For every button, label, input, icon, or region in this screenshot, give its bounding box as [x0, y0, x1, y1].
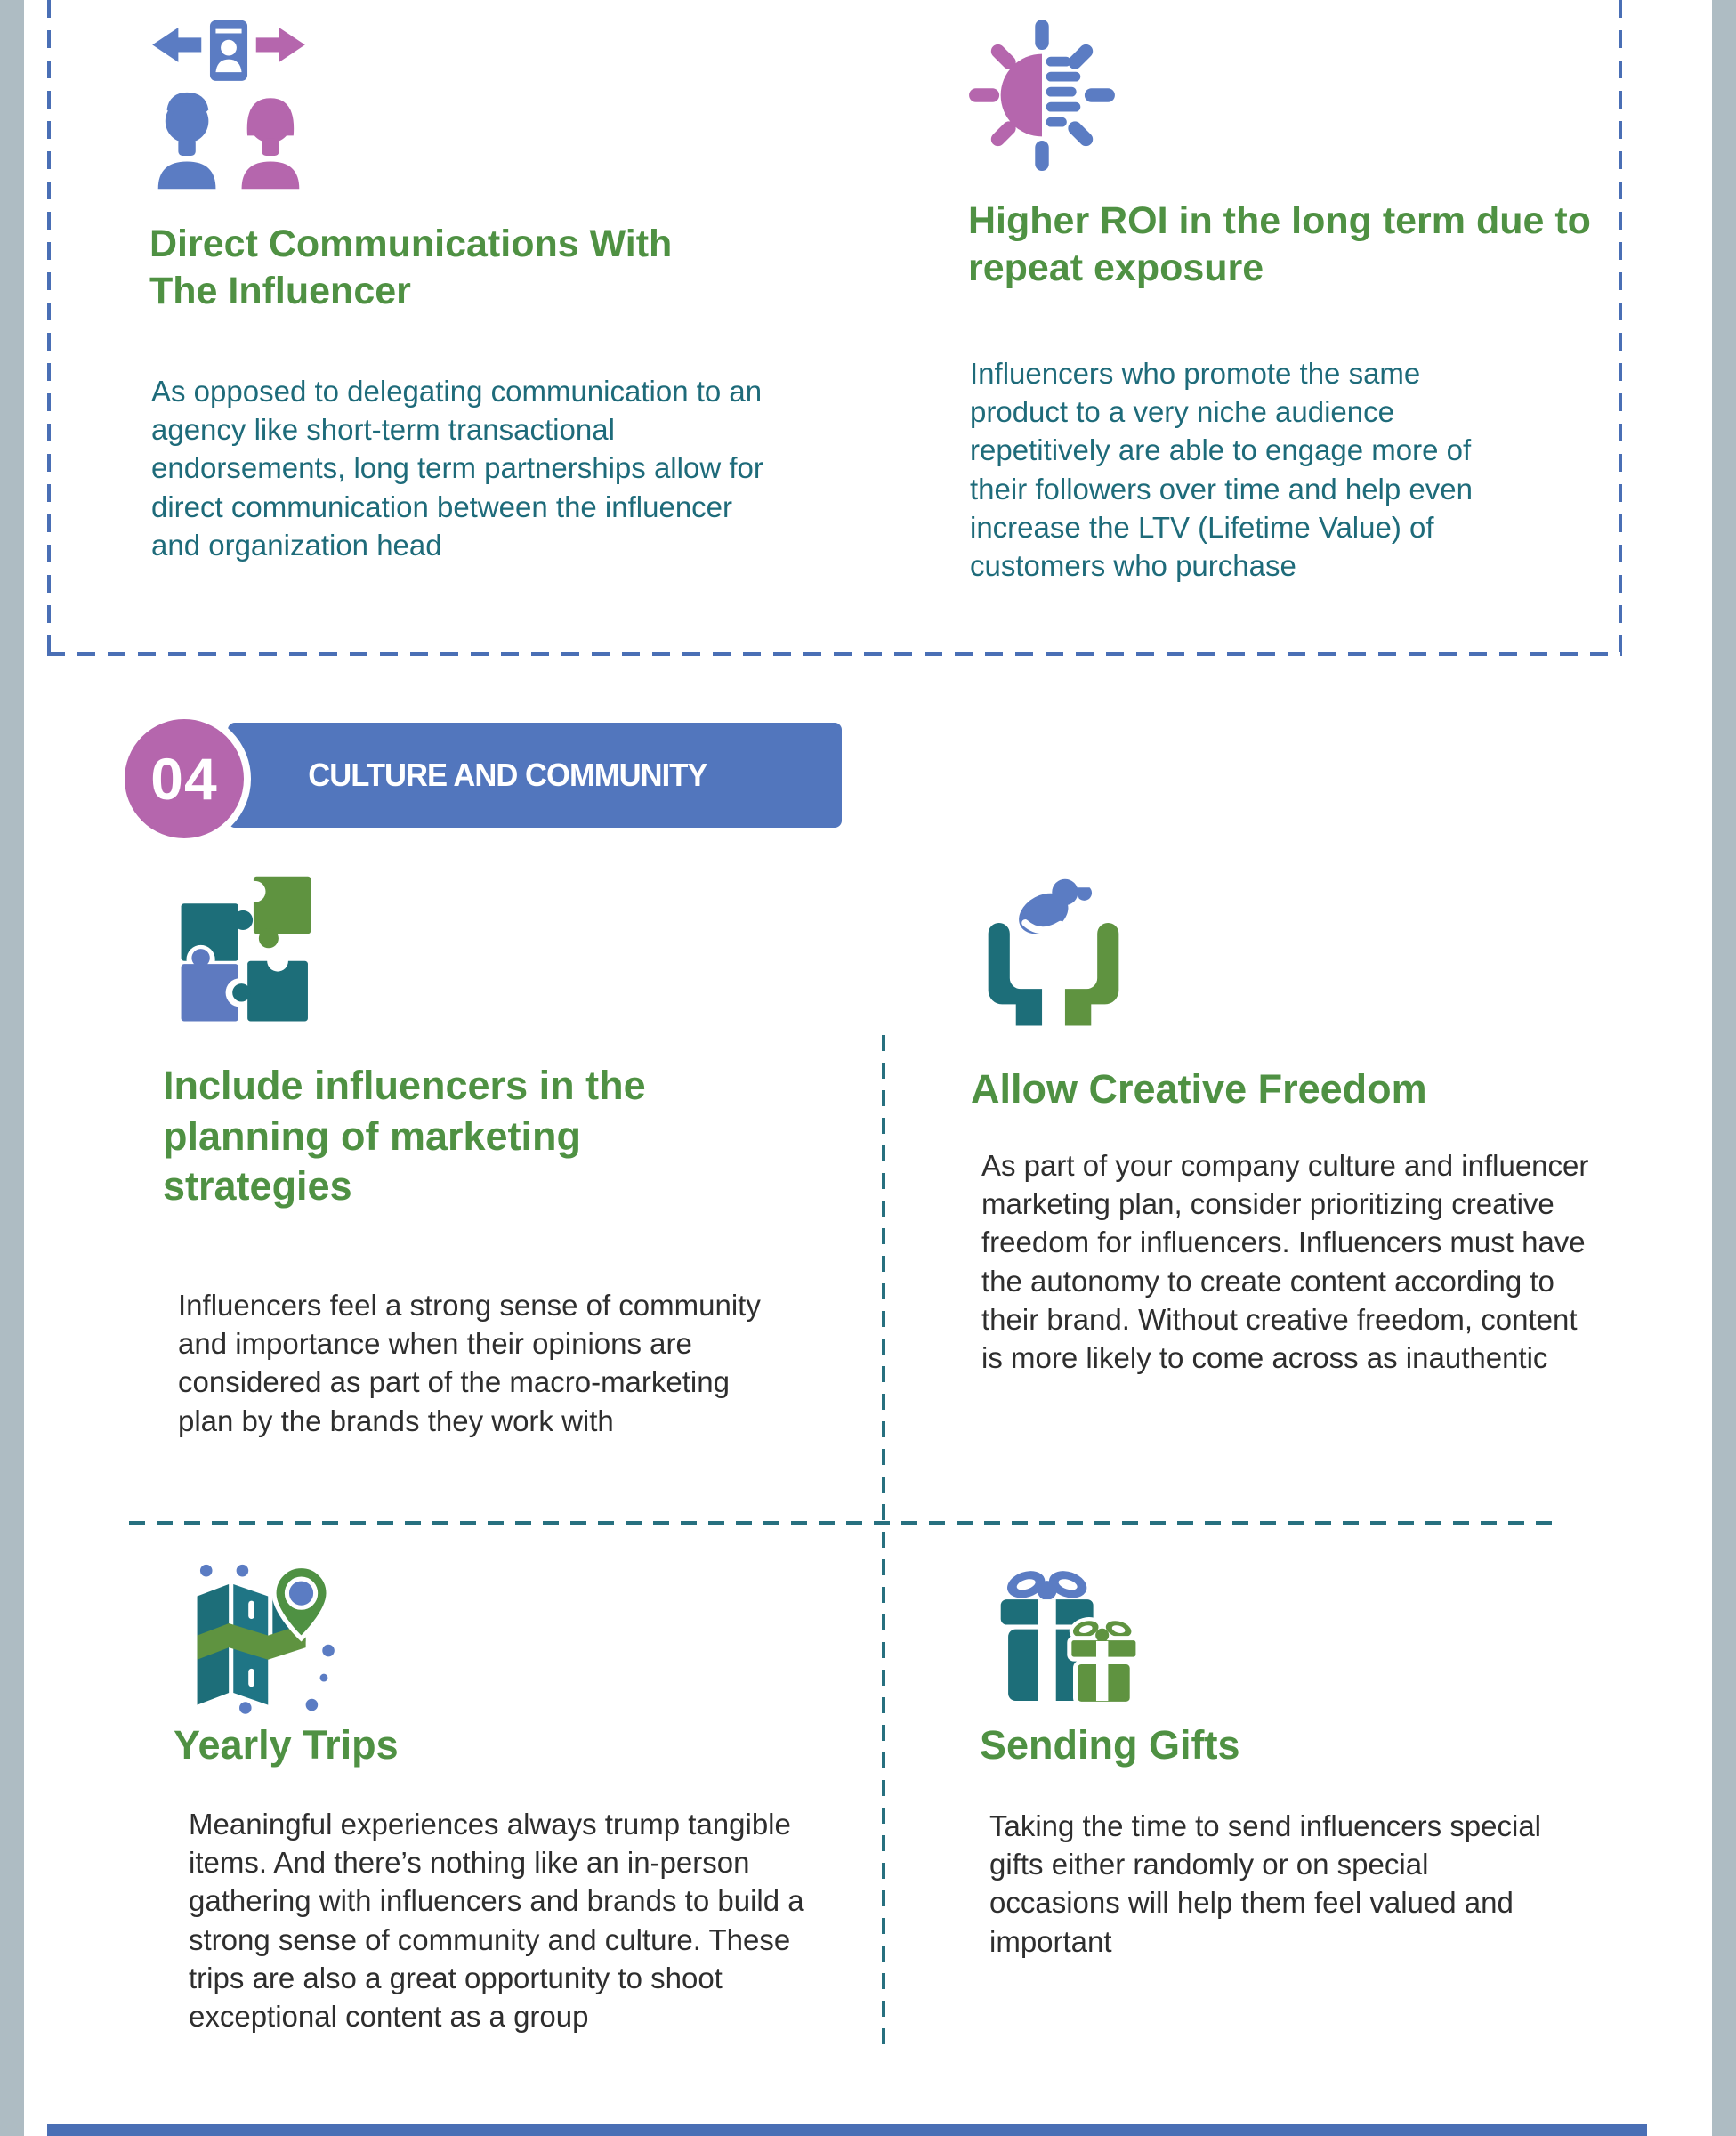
card-body-planning: Influencers feel a strong sense of commu… [178, 1289, 761, 1437]
map-location-pin-icon [197, 1564, 335, 1714]
gift-boxes-icon [1000, 1571, 1141, 1706]
grid-divider-vertical [882, 1035, 885, 2056]
card-heading-yearly-trips: Yearly Trips [174, 1722, 399, 1768]
grid-divider-horizontal [129, 1521, 1553, 1525]
card-body-direct-communications: As opposed to delegating communication t… [151, 375, 763, 562]
bird-in-hands-icon [988, 878, 1119, 1026]
card-heading-sending-gifts: Sending Gifts [980, 1722, 1240, 1768]
top-panel-border-right [1619, 0, 1622, 652]
section-number: 04 [150, 746, 218, 812]
influencer-communication-icon [152, 20, 305, 190]
top-panel-border-bottom [47, 652, 1622, 656]
card-heading-creative-freedom: Allow Creative Freedom [971, 1066, 1427, 1112]
puzzle-pieces-icon [181, 876, 311, 1022]
top-panel-border-left [47, 0, 51, 652]
section-banner-title: CULTURE AND COMMUNITY [308, 756, 707, 793]
card-body-yearly-trips: Meaningful experiences always trump tang… [189, 1808, 804, 2034]
card-heading-higher-roi: Higher ROI in the long term due to repea… [968, 199, 1591, 290]
section-number-badge: 04 [117, 712, 251, 846]
content-surface [24, 0, 1712, 2136]
card-body-higher-roi: Influencers who promote the same product… [970, 357, 1473, 583]
card-heading-direct-communications: Direct Communications With The Influence… [149, 222, 673, 313]
section-banner: CULTURE AND COMMUNITY [228, 723, 842, 828]
repeat-exposure-bulb-icon [969, 20, 1115, 171]
card-body-sending-gifts: Taking the time to send influencers spec… [989, 1809, 1542, 1958]
card-heading-planning: Include influencers in the planning of m… [163, 1063, 646, 1210]
card-body-creative-freedom: As part of your company culture and infl… [981, 1149, 1589, 1375]
bottom-banner-strip [47, 2124, 1647, 2136]
